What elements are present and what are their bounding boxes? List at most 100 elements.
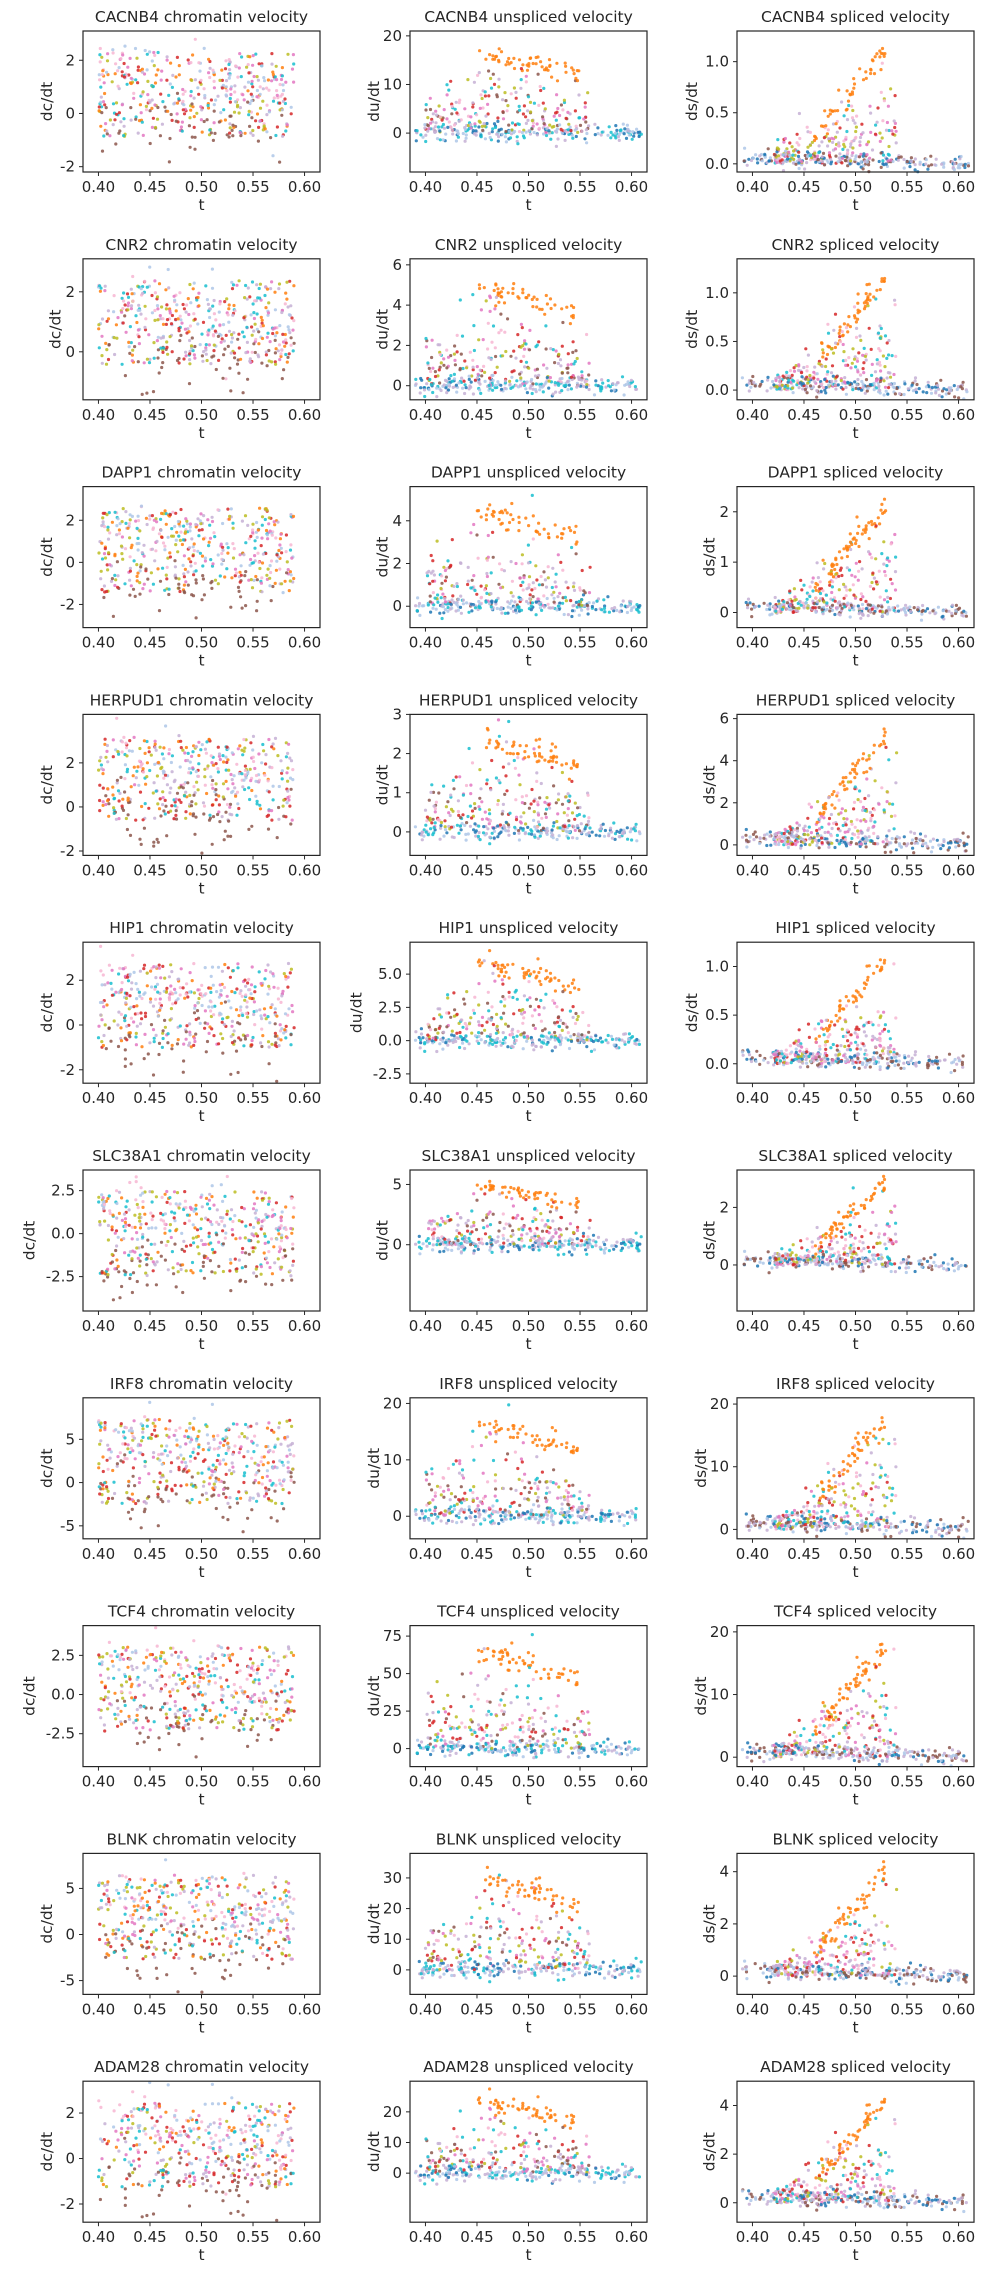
data-point [123,790,127,794]
data-point [165,303,169,307]
data-point [940,615,944,619]
data-point [233,84,237,88]
data-point [199,105,203,109]
data-point [517,529,521,533]
data-point [139,842,143,847]
data-point [114,62,118,66]
data-point [229,87,233,91]
data-point [501,286,505,290]
data-point [483,379,487,383]
data-point [424,345,428,349]
data-point [808,373,812,378]
data-point [193,832,197,836]
data-point [229,92,233,97]
x-tick-label: 0.50 [839,406,872,424]
data-point [241,93,245,97]
data-point [957,606,962,610]
data-point [194,522,198,527]
data-point [280,74,284,78]
data-point [253,554,257,558]
data-point [192,312,196,316]
data-point [519,359,523,363]
data-point [428,107,433,112]
data-point [558,123,562,127]
data-point [837,612,841,616]
data-point [794,162,798,166]
data-point [128,833,133,838]
x-tick-label: 0.40 [409,634,442,652]
data-point [472,348,476,353]
data-point [792,369,797,373]
data-point [569,304,574,308]
data-point [484,513,488,517]
data-point [557,352,561,356]
data-point [487,69,491,73]
data-point [264,350,268,354]
data-point [463,107,467,111]
x-tick-label: 0.45 [133,861,166,879]
data-point [231,526,235,530]
data-point [203,93,207,98]
data-point [821,558,825,562]
data-point [488,135,492,140]
data-point [189,108,193,112]
data-point [431,559,435,563]
subplot-title: DAPP1 chromatin velocity [102,464,302,482]
data-point [137,783,141,787]
data-point [846,151,850,155]
data-point [870,362,874,366]
data-point [625,826,629,830]
data-point [446,602,450,606]
data-point [288,548,293,552]
data-point [477,119,481,123]
data-point [226,787,230,791]
data-point [521,588,525,592]
data-point [528,56,532,61]
data-point [128,566,132,570]
data-point [509,591,513,595]
data-point [269,559,274,563]
x-tick-label: 0.55 [563,406,596,424]
data-point [136,65,140,69]
data-point [254,574,258,579]
data-point [190,800,194,804]
data-point [847,315,851,319]
data-point [192,115,196,119]
data-point [535,771,539,775]
data-point [531,514,535,518]
data-point [221,754,225,758]
data-point [881,119,885,123]
data-point [603,828,608,833]
data-point [292,80,296,84]
data-point [256,780,260,784]
data-point [155,837,159,842]
data-point [520,795,524,799]
data-point [471,105,475,109]
data-point [614,124,618,128]
data-point [517,520,521,525]
data-point [221,782,226,786]
data-point [446,355,451,359]
data-point [165,78,169,82]
data-point [194,815,198,819]
data-point [478,368,482,372]
data-point [762,601,766,605]
data-point [479,596,483,600]
data-point [805,391,809,395]
data-point [125,770,129,774]
y-tick-label: 2 [392,555,402,573]
data-point [477,283,481,287]
data-point [273,308,277,312]
data-point [236,585,241,590]
data-point [777,379,782,384]
data-point [120,535,124,539]
data-point [169,322,174,326]
data-point [106,309,110,313]
data-point [119,120,123,124]
data-point [206,302,210,306]
data-point [123,547,128,551]
data-point [247,827,251,832]
data-point [191,554,195,558]
data-point [924,385,929,389]
